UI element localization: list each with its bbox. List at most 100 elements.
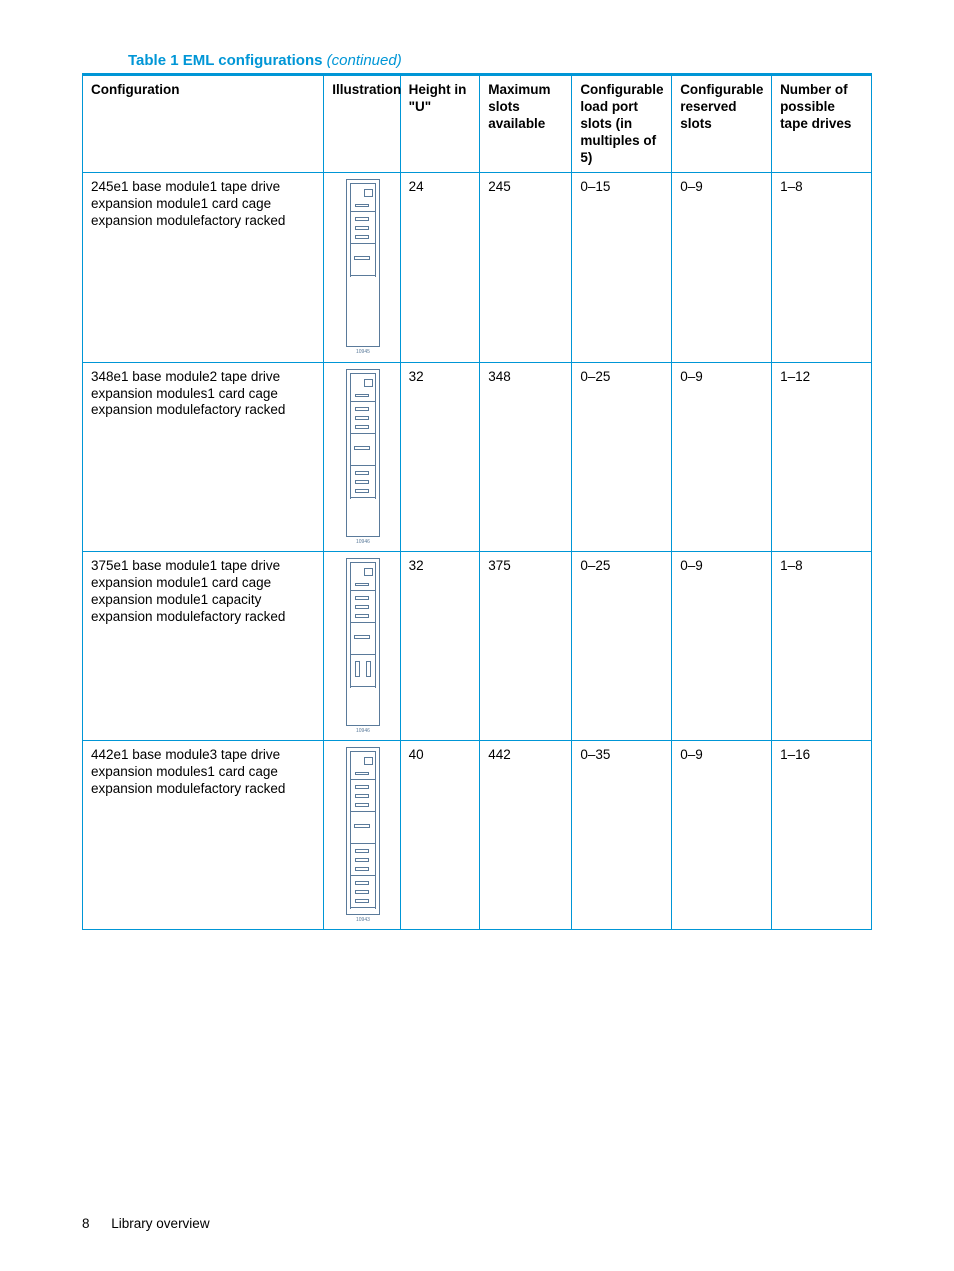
- module-slot: [355, 772, 369, 775]
- cell-drives: 1–8: [772, 551, 872, 740]
- module-slot: [354, 635, 370, 639]
- cell-load-port: 0–35: [572, 741, 672, 930]
- page-number: 8: [82, 1216, 90, 1231]
- module-slot: [355, 217, 369, 221]
- module-slot: [355, 416, 369, 420]
- module-slot: [355, 614, 369, 618]
- table-row: 442e1 base module3 tape drive expansion …: [83, 741, 872, 930]
- rack-module-ccage: [351, 434, 375, 466]
- module-slot: [355, 661, 360, 677]
- cell-max-slots: 348: [480, 362, 572, 551]
- rack-module-base: [351, 374, 375, 402]
- cell-drives: 1–8: [772, 173, 872, 362]
- module-slot: [354, 256, 370, 260]
- rack-module-tdrive: [351, 591, 375, 623]
- page: Table 1 EML configurations (continued) C…: [0, 0, 954, 1271]
- cell-reserved: 0–9: [672, 173, 772, 362]
- cell-reserved: 0–9: [672, 362, 772, 551]
- rack-module-tdrive: [351, 212, 375, 244]
- module-slot: [364, 379, 373, 387]
- cell-illustration: 10943: [324, 741, 400, 930]
- rack-inner: [350, 183, 376, 277]
- cell-max-slots: 375: [480, 551, 572, 740]
- rack-module-cap: [351, 655, 375, 687]
- module-slot: [355, 849, 369, 853]
- rack-illustration: [346, 369, 380, 537]
- rack-label: 10943: [332, 917, 393, 923]
- module-slot: [364, 568, 373, 576]
- rack-inner: [350, 562, 376, 688]
- module-slot: [355, 881, 369, 885]
- module-slot: [355, 471, 369, 475]
- module-slot: [355, 605, 369, 609]
- cell-height-u: 32: [400, 362, 480, 551]
- rack-module-base: [351, 184, 375, 212]
- table-row: 348e1 base module2 tape drive expansion …: [83, 362, 872, 551]
- module-slot: [355, 235, 369, 239]
- eml-config-table: Configuration Illustration Height in "U"…: [82, 73, 872, 930]
- rack-module-tdrive: [351, 780, 375, 812]
- rack-inner: [350, 751, 376, 909]
- module-slot: [355, 204, 369, 207]
- cell-drives: 1–12: [772, 362, 872, 551]
- module-slot: [355, 858, 369, 862]
- rack-module-tdrive: [351, 402, 375, 434]
- cell-load-port: 0–25: [572, 551, 672, 740]
- rack-module-ccage: [351, 812, 375, 844]
- module-slot: [355, 489, 369, 493]
- rack-module-tdrive: [351, 466, 375, 498]
- rack-illustration: [346, 179, 380, 347]
- module-slot: [355, 785, 369, 789]
- col-height-u: Height in "U": [400, 75, 480, 173]
- col-configuration: Configuration: [83, 75, 324, 173]
- rack-module-ccage: [351, 623, 375, 655]
- rack-module-tdrive: [351, 844, 375, 876]
- cell-illustration: 10946: [324, 362, 400, 551]
- footer-section: Library overview: [111, 1216, 209, 1231]
- col-illustration: Illustration: [324, 75, 400, 173]
- cell-configuration: 245e1 base module1 tape drive expansion …: [83, 173, 324, 362]
- module-slot: [355, 867, 369, 871]
- module-slot: [355, 596, 369, 600]
- module-slot: [355, 899, 369, 903]
- cell-height-u: 32: [400, 551, 480, 740]
- module-slot: [355, 890, 369, 894]
- cell-load-port: 0–25: [572, 362, 672, 551]
- rack-label: 10945: [332, 349, 393, 355]
- page-footer: 8 Library overview: [82, 1216, 210, 1231]
- caption-continued: (continued): [327, 52, 402, 69]
- module-slot: [354, 446, 370, 450]
- cell-configuration: 348e1 base module2 tape drive expansion …: [83, 362, 324, 551]
- module-slot: [355, 794, 369, 798]
- cell-drives: 1–16: [772, 741, 872, 930]
- caption-label: Table 1 EML configurations: [128, 52, 322, 69]
- cell-configuration: 442e1 base module3 tape drive expansion …: [83, 741, 324, 930]
- table-row: 245e1 base module1 tape drive expansion …: [83, 173, 872, 362]
- module-slot: [355, 394, 369, 397]
- rack-label: 10946: [332, 539, 393, 545]
- rack-inner: [350, 373, 376, 499]
- table-row: 375e1 base module1 tape drive expansion …: [83, 551, 872, 740]
- cell-load-port: 0–15: [572, 173, 672, 362]
- col-max-slots: Maximum slots available: [480, 75, 572, 173]
- cell-max-slots: 245: [480, 173, 572, 362]
- rack-module-ccage: [351, 244, 375, 276]
- module-slot: [364, 189, 373, 197]
- module-slot: [355, 425, 369, 429]
- rack-module-base: [351, 752, 375, 780]
- cell-height-u: 40: [400, 741, 480, 930]
- cell-illustration: 10946: [324, 551, 400, 740]
- table-caption: Table 1 EML configurations (continued): [128, 52, 872, 69]
- col-reserved: Configurable reserved slots: [672, 75, 772, 173]
- module-slot: [355, 583, 369, 586]
- table-header-row: Configuration Illustration Height in "U"…: [83, 75, 872, 173]
- module-slot: [364, 757, 373, 765]
- cell-height-u: 24: [400, 173, 480, 362]
- cell-configuration: 375e1 base module1 tape drive expansion …: [83, 551, 324, 740]
- rack-illustration: [346, 558, 380, 726]
- rack-module-tdrive: [351, 876, 375, 908]
- module-slot: [355, 480, 369, 484]
- module-slot: [366, 661, 371, 677]
- module-slot: [355, 407, 369, 411]
- cell-reserved: 0–9: [672, 741, 772, 930]
